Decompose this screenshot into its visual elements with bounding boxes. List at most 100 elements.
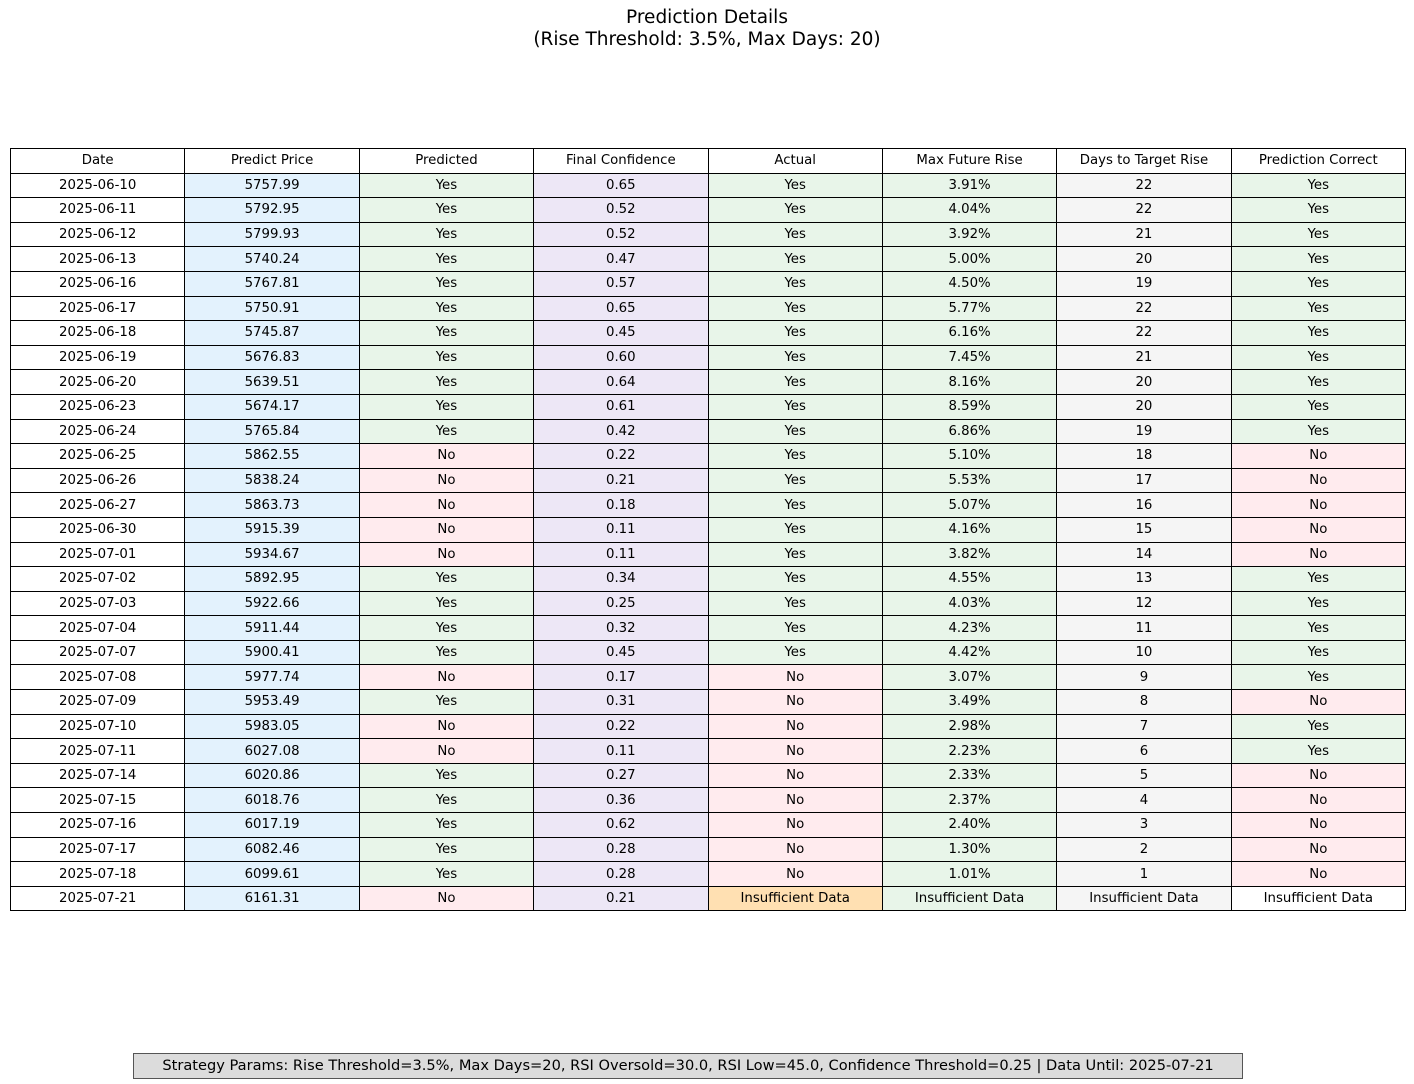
cell-final-confidence: 0.27 (533, 762, 709, 789)
cell-predict-price: 5750.91 (184, 295, 360, 322)
cell-date: 2025-07-21 (9, 885, 186, 912)
cell-actual: Yes (707, 516, 883, 543)
cell-max-future-rise: 1.30% (881, 836, 1058, 863)
cell-days-to-target-rise: 2 (1056, 836, 1232, 863)
cell-actual: Yes (707, 270, 883, 297)
table-row: 2025-06-27 5863.73 No 0.18 Yes 5.07% 16 No (9, 492, 1407, 518)
cell-date: 2025-07-08 (9, 664, 186, 691)
cell-final-confidence: 0.42 (533, 418, 709, 445)
cell-max-future-rise: 4.50% (881, 270, 1058, 297)
cell-max-future-rise: 4.23% (881, 615, 1058, 641)
cell-predicted: Yes (358, 320, 535, 346)
cell-predict-price: 5934.67 (184, 541, 360, 568)
cell-prediction-correct: Yes (1230, 664, 1407, 691)
cell-days-to-target-rise: 22 (1056, 172, 1232, 199)
cell-predicted: Yes (358, 344, 535, 371)
cell-days-to-target-rise: 20 (1056, 393, 1232, 420)
cell-days-to-target-rise: 8 (1056, 689, 1232, 715)
table-row: 2025-07-10 5983.05 No 0.22 No 2.98% 7 Yes (9, 713, 1407, 740)
cell-predict-price: 6027.08 (184, 738, 360, 764)
cell-predicted: No (358, 664, 535, 691)
table-row: 2025-07-09 5953.49 Yes 0.31 No 3.49% 8 No (9, 689, 1407, 715)
cell-final-confidence: 0.18 (533, 492, 709, 518)
cell-predicted: Yes (358, 270, 535, 297)
cell-final-confidence: 0.62 (533, 812, 709, 838)
cell-prediction-correct: Yes (1230, 270, 1407, 297)
cell-final-confidence: 0.11 (533, 738, 709, 764)
cell-days-to-target-rise: 20 (1056, 246, 1232, 272)
cell-final-confidence: 0.11 (533, 541, 709, 568)
cell-prediction-correct: Yes (1230, 418, 1407, 445)
cell-days-to-target-rise: 3 (1056, 812, 1232, 838)
table-row: 2025-07-16 6017.19 Yes 0.62 No 2.40% 3 No (9, 812, 1407, 838)
cell-max-future-rise: 3.91% (881, 172, 1058, 199)
cell-max-future-rise: 4.55% (881, 566, 1058, 592)
cell-max-future-rise: 5.77% (881, 295, 1058, 322)
cell-date: 2025-06-11 (9, 197, 186, 223)
cell-actual: Yes (707, 443, 883, 469)
chart-title-line2: (Rise Threshold: 3.5%, Max Days: 20) (533, 29, 881, 50)
cell-date: 2025-06-26 (9, 467, 186, 494)
cell-final-confidence: 0.32 (533, 615, 709, 641)
cell-days-to-target-rise: 5 (1056, 762, 1232, 789)
cell-predict-price: 5922.66 (184, 590, 360, 617)
cell-predicted: Yes (358, 418, 535, 445)
cell-predicted: Yes (358, 812, 535, 838)
cell-predict-price: 5745.87 (184, 320, 360, 346)
cell-actual: No (707, 861, 883, 887)
cell-prediction-correct: Yes (1230, 738, 1407, 764)
table-row: 2025-07-03 5922.66 Yes 0.25 Yes 4.03% 12 Yes (9, 590, 1407, 617)
cell-predicted: No (358, 516, 535, 543)
cell-final-confidence: 0.11 (533, 516, 709, 543)
cell-days-to-target-rise: 14 (1056, 541, 1232, 568)
cell-days-to-target-rise: 9 (1056, 664, 1232, 691)
cell-predict-price: 5792.95 (184, 197, 360, 223)
cell-predict-price: 5892.95 (184, 566, 360, 592)
cell-predicted: No (358, 467, 535, 494)
cell-predicted: Yes (358, 615, 535, 641)
cell-days-to-target-rise: 10 (1056, 639, 1232, 666)
cell-max-future-rise: 6.86% (881, 418, 1058, 445)
chart-title-line1: Prediction Details (626, 7, 788, 28)
table-row: 2025-07-14 6020.86 Yes 0.27 No 2.33% 5 No (9, 762, 1407, 789)
cell-predicted: Yes (358, 836, 535, 863)
cell-predicted: Yes (358, 762, 535, 789)
cell-days-to-target-rise: 20 (1056, 369, 1232, 395)
cell-predicted: Yes (358, 787, 535, 814)
cell-max-future-rise: 3.49% (881, 689, 1058, 715)
cell-date: 2025-07-16 (9, 812, 186, 838)
table-row: 2025-06-16 5767.81 Yes 0.57 Yes 4.50% 19 Yes (9, 270, 1407, 297)
table-row: 2025-07-15 6018.76 Yes 0.36 No 2.37% 4 No (9, 787, 1407, 814)
cell-predicted: Yes (358, 369, 535, 395)
cell-predict-price: 5862.55 (184, 443, 360, 469)
table-body: 2025-06-10 5757.99 Yes 0.65 Yes 3.91% 22 Yes 202… (9, 172, 1407, 912)
table-row: 2025-07-01 5934.67 No 0.11 Yes 3.82% 14 No (9, 541, 1407, 568)
cell-predicted: Yes (358, 197, 535, 223)
cell-days-to-target-rise: 19 (1056, 270, 1232, 297)
cell-date: 2025-06-10 (9, 172, 186, 199)
cell-date: 2025-07-18 (9, 861, 186, 887)
cell-max-future-rise: 2.23% (881, 738, 1058, 764)
cell-max-future-rise: 8.59% (881, 393, 1058, 420)
cell-date: 2025-07-02 (9, 566, 186, 592)
table-row: 2025-06-11 5792.95 Yes 0.52 Yes 4.04% 22 Yes (9, 197, 1407, 223)
cell-actual: No (707, 664, 883, 691)
cell-predict-price: 6017.19 (184, 812, 360, 838)
cell-actual: Yes (707, 221, 883, 248)
cell-actual: No (707, 762, 883, 789)
cell-actual: Yes (707, 393, 883, 420)
cell-actual: Yes (707, 541, 883, 568)
cell-predict-price: 5915.39 (184, 516, 360, 543)
cell-prediction-correct: No (1230, 861, 1407, 887)
cell-actual: No (707, 738, 883, 764)
cell-date: 2025-06-18 (9, 320, 186, 346)
cell-days-to-target-rise: 17 (1056, 467, 1232, 494)
cell-date: 2025-07-04 (9, 615, 186, 641)
cell-final-confidence: 0.64 (533, 369, 709, 395)
cell-date: 2025-06-25 (9, 443, 186, 469)
cell-final-confidence: 0.31 (533, 689, 709, 715)
cell-actual: Yes (707, 492, 883, 518)
cell-predict-price: 5953.49 (184, 689, 360, 715)
cell-predict-price: 5676.83 (184, 344, 360, 371)
cell-actual: Yes (707, 590, 883, 617)
